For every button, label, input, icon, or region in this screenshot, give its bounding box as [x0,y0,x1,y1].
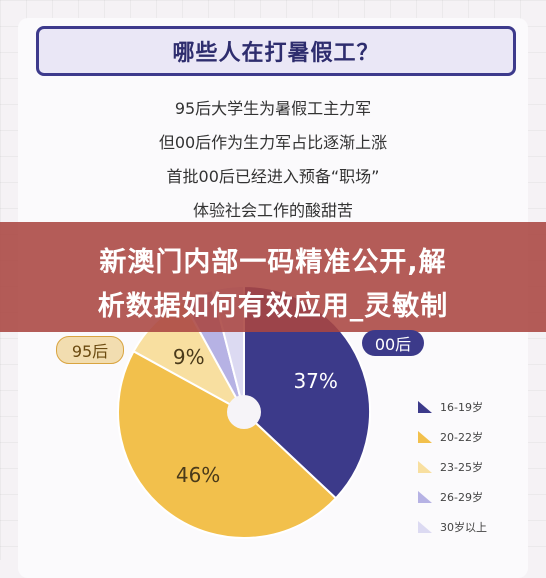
legend-label: 30岁以上 [440,521,487,534]
chart-legend: 16-19岁 20-22岁 23-25岁 26-29岁 30岁以上 [418,392,487,542]
legend-swatch [418,521,432,533]
legend-item: 23-25岁 [418,452,487,482]
label-pill-00: 00后 [362,330,424,356]
slice-value-label: 9% [173,345,205,369]
legend-swatch [418,401,432,413]
legend-label: 16-19岁 [440,401,483,414]
intro-line: 但00后作为生力军占比逐渐上涨 [158,133,388,152]
legend-item: 20-22岁 [418,422,487,452]
legend-item: 16-19岁 [418,392,487,422]
donut-hole [227,395,261,429]
title-bar: 哪些人在打暑假工？ [36,26,516,76]
pie-slice [117,349,338,540]
banner-line: 新澳门内部一码精准公开,解 [99,247,447,278]
legend-item: 30岁以上 [418,512,487,542]
legend-label: 20-22岁 [440,431,483,444]
slice-value-label: 37% [293,369,337,393]
intro-line: 体验社会工作的酸甜苦 [192,201,353,220]
intro-text: 95后大学生为暑假工主力军 但00后作为生力军占比逐渐上涨 首批00后已经进入预… [0,92,546,228]
legend-swatch [418,491,432,503]
slice-value-label: 46% [176,463,220,487]
overlay-banner: 新澳门内部一码精准公开,解 析数据如何有效应用_灵敏制 [0,222,546,332]
intro-line: 95后大学生为暑假工主力军 [174,99,372,118]
page-title: 哪些人在打暑假工？ [172,41,380,66]
label-pill-95: 95后 [56,336,124,364]
age-pie-chart: 37% 46% 9% [117,284,371,540]
banner-line: 析数据如何有效应用_灵敏制 [97,291,449,322]
legend-item: 26-29岁 [418,482,487,512]
legend-label: 23-25岁 [440,461,483,474]
legend-swatch [418,461,432,473]
legend-swatch [418,431,432,443]
intro-line: 首批00后已经进入预备“职场” [166,167,380,186]
legend-label: 26-29岁 [440,491,483,504]
